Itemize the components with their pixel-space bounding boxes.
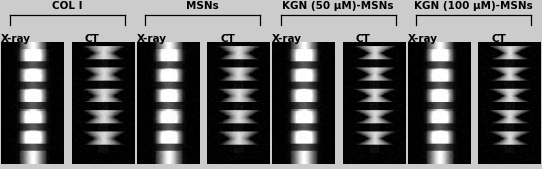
Text: X-ray: X-ray	[137, 34, 167, 44]
Text: COL I: COL I	[52, 1, 82, 11]
Bar	[478, 42, 540, 164]
Text: MSNs: MSNs	[186, 1, 219, 11]
Text: X-ray: X-ray	[272, 34, 302, 44]
Bar	[343, 42, 405, 164]
Bar	[137, 42, 199, 164]
Bar	[1, 42, 63, 164]
Bar	[408, 42, 470, 164]
Bar	[207, 42, 269, 164]
Text: CT: CT	[220, 34, 235, 44]
Text: KGN (100 μM)-MSNs: KGN (100 μM)-MSNs	[414, 1, 533, 11]
Text: CT: CT	[491, 34, 506, 44]
Text: CT: CT	[356, 34, 371, 44]
Bar	[272, 42, 334, 164]
Text: X-ray: X-ray	[1, 34, 31, 44]
Text: CT: CT	[85, 34, 100, 44]
Bar	[72, 42, 134, 164]
Text: KGN (50 μM)-MSNs: KGN (50 μM)-MSNs	[282, 1, 394, 11]
Text: X-ray: X-ray	[408, 34, 438, 44]
